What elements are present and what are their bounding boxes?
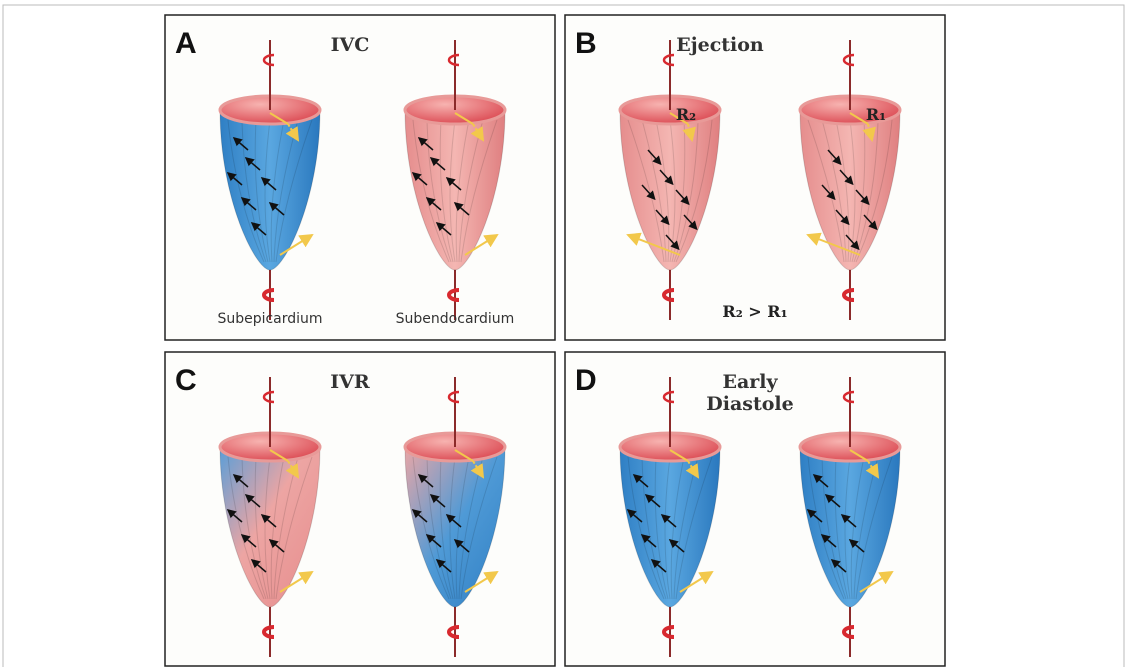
panel-title: Diastole bbox=[706, 393, 793, 415]
panel-letter: D bbox=[575, 364, 597, 397]
cup-label: Subepicardium bbox=[217, 311, 322, 327]
radius-label: R₂ bbox=[676, 105, 696, 124]
panel: C IVR bbox=[165, 352, 555, 666]
panel-letter: C bbox=[175, 364, 197, 397]
comparison-label: R₂ > R₁ bbox=[722, 302, 787, 321]
panel-title: IVR bbox=[330, 371, 370, 393]
cup-label: Subendocardium bbox=[396, 311, 515, 327]
panel-letter: A bbox=[175, 27, 197, 60]
panel: A IVC Subepicardium Subendocardium bbox=[165, 15, 555, 340]
panel-title: Ejection bbox=[676, 34, 764, 56]
figure: A IVC Subepicardium Subendocardium B Ejection… bbox=[0, 0, 1129, 667]
panel-letter: B bbox=[575, 27, 597, 60]
panel-title: Early bbox=[722, 371, 778, 393]
panel: B Ejection R₂ R₁ R₂ > R₁ bbox=[565, 15, 945, 340]
panel-title: IVC bbox=[331, 34, 370, 56]
radius-label: R₁ bbox=[866, 105, 886, 124]
